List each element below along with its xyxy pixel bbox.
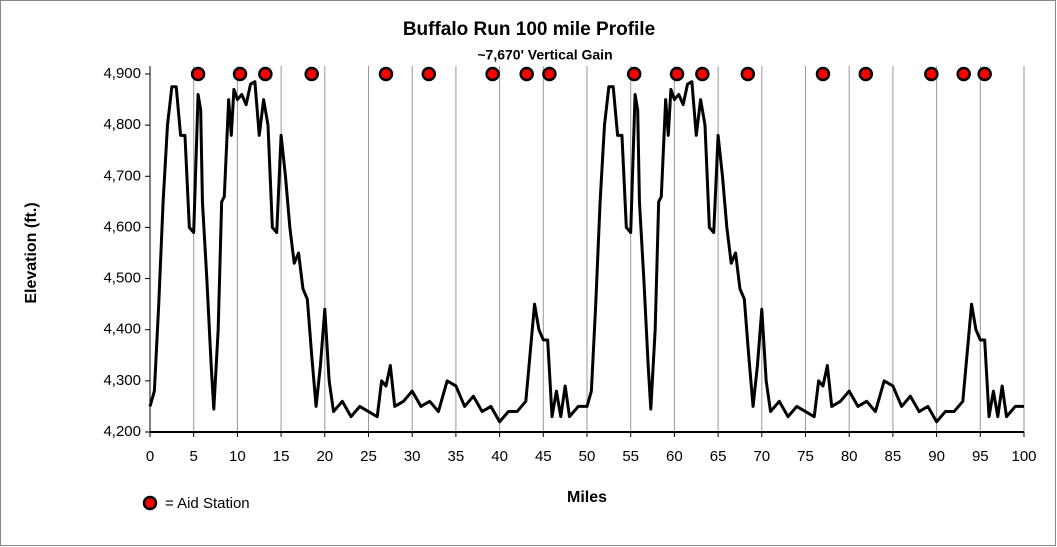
aid-station-marker (542, 66, 557, 82)
aid-station-marker (232, 66, 248, 82)
aid-station-marker (858, 66, 874, 82)
chart-title: Buffalo Run 100 mile Profile (403, 19, 655, 40)
y-tick-label: 4,800 (103, 116, 141, 133)
x-tick-label: 20 (316, 448, 333, 465)
aid-station-marker (669, 66, 685, 82)
aid-station-marker (421, 66, 437, 82)
x-tick-label: 30 (404, 448, 421, 465)
x-tick-label: 70 (753, 448, 770, 465)
x-tick-label: 85 (885, 448, 902, 465)
x-tick-label: 100 (1011, 448, 1036, 465)
chart-subtitle: ~7,670' Vertical Gain (477, 47, 612, 63)
aid-station-marker (304, 66, 319, 82)
aid-station-marker (695, 66, 710, 82)
x-tick-label: 60 (666, 448, 683, 465)
x-tick-label: 95 (972, 448, 989, 465)
aid-station-marker (519, 66, 534, 82)
y-tick-label: 4,600 (103, 218, 141, 235)
x-tick-label: 65 (710, 448, 727, 465)
x-tick-label: 75 (797, 448, 814, 465)
y-tick-label: 4,900 (103, 65, 141, 82)
x-tick-label: 50 (579, 448, 596, 465)
aid-station-marker (626, 66, 642, 82)
x-tick-label: 80 (841, 448, 858, 465)
x-tick-label: 90 (928, 448, 945, 465)
x-tick-label: 5 (190, 448, 198, 465)
x-tick-label: 55 (622, 448, 639, 465)
aid-station-marker (485, 66, 500, 82)
legend-label: = Aid Station (165, 495, 250, 512)
x-tick-label: 40 (491, 448, 508, 465)
aid-station-marker (977, 66, 992, 82)
elevation-line (148, 80, 1024, 424)
y-tick-label: 4,700 (103, 167, 141, 184)
x-axis-label: Miles (567, 489, 607, 506)
aid-station-marker (815, 66, 831, 82)
aid-station-marker (956, 66, 971, 82)
x-tick-label: 10 (229, 448, 246, 465)
x-tick-label: 0 (146, 448, 154, 465)
x-tick-label: 25 (360, 448, 377, 465)
aid-station-marker (378, 66, 394, 82)
y-tick-label: 4,200 (103, 423, 141, 440)
x-tick-label: 15 (273, 448, 290, 465)
x-tick-label: 45 (535, 448, 552, 465)
legend-marker (142, 495, 158, 511)
aid-station-marker (258, 66, 273, 82)
x-tick-label: 35 (448, 448, 465, 465)
y-tick-label: 4,500 (103, 270, 141, 287)
y-axis-label: Elevation (ft.) (23, 202, 40, 303)
aid-station-marker (740, 66, 756, 82)
y-tick-label: 4,300 (103, 372, 141, 389)
y-tick-label: 4,400 (103, 321, 141, 338)
aid-station-marker (190, 66, 206, 82)
aid-station-marker (924, 66, 939, 82)
